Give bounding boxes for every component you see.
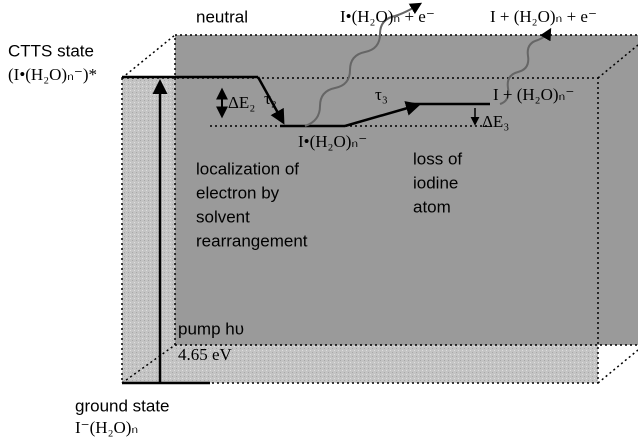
label: iodine [413, 173, 458, 192]
label: I⁻(H₂O)ₙ [75, 418, 138, 437]
label: loss of [413, 149, 462, 168]
label: atom [413, 197, 451, 216]
label: I•(H₂O)ₙ⁻ [298, 132, 367, 151]
label: neutral [196, 7, 248, 26]
labels: neutral I•(H₂O)ₙ + e⁻ I + (H₂O)ₙ + e⁻ CT… [8, 7, 597, 437]
label: pump hυ [178, 319, 244, 338]
neutral-plane [175, 35, 638, 345]
label: (I•(H₂O)ₙ⁻)* [8, 65, 97, 84]
label: τ₂ [264, 89, 277, 108]
label: τ₃ [375, 85, 388, 104]
label: ΔE₃ [482, 112, 509, 131]
box-outlines [121, 34, 638, 384]
label: CTTS state [8, 41, 94, 60]
label: I + (H₂O)ₙ⁻ [493, 85, 574, 104]
label: ΔE₂ [228, 93, 255, 112]
label: rearrangement [196, 231, 308, 250]
label: I•(H₂O)ₙ + e⁻ [340, 7, 435, 26]
label: localization of [196, 159, 299, 178]
label: ground state [75, 396, 170, 415]
energy-levels [122, 75, 490, 385]
label: 4.65 eV [178, 345, 233, 364]
label: electron by [196, 183, 280, 202]
detachment-arrows [304, 2, 552, 127]
label: I + (H₂O)ₙ + e⁻ [490, 7, 597, 26]
label: solvent [196, 207, 250, 226]
